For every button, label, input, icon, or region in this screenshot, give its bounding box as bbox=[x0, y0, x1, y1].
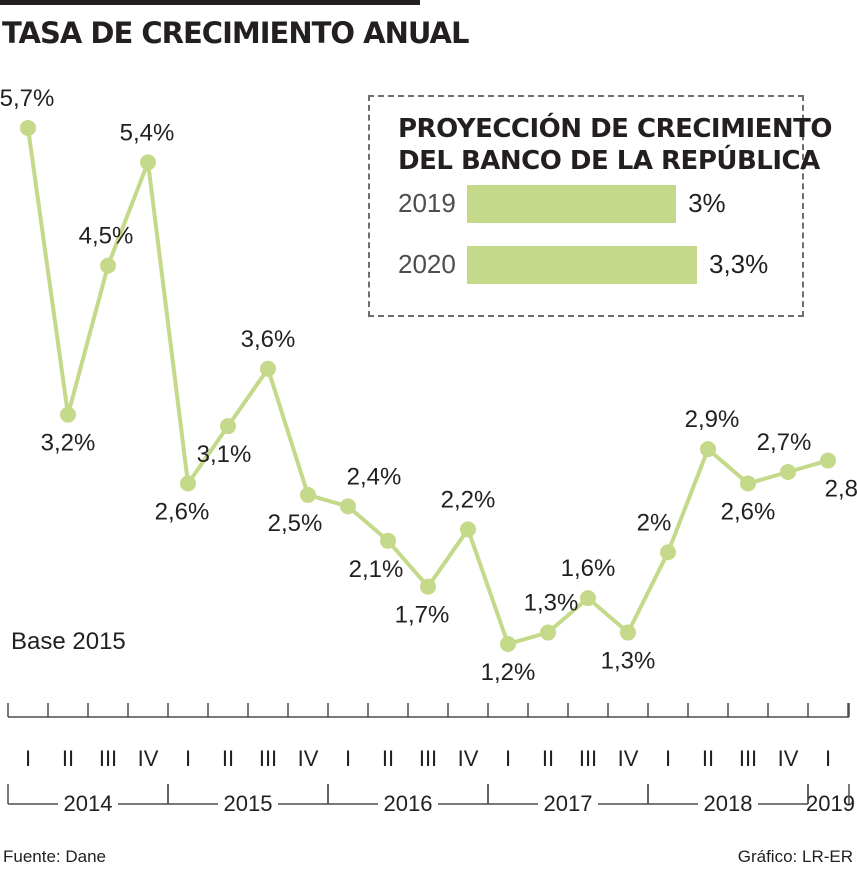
x-tick-label: I bbox=[505, 746, 511, 771]
data-label: 2,4% bbox=[347, 463, 402, 490]
projection-year: 2019 bbox=[398, 188, 456, 218]
projection-year: 2020 bbox=[398, 249, 456, 279]
x-tick-label: II bbox=[542, 746, 554, 771]
data-point bbox=[660, 544, 676, 561]
year-label: 2017 bbox=[544, 791, 593, 816]
x-tick-label: IV bbox=[298, 746, 319, 771]
year-label: 2018 bbox=[704, 791, 753, 816]
data-label: 3,6% bbox=[241, 326, 296, 353]
projection-title-line1: PROYECCIÓN DE CRECIMIENTO bbox=[398, 114, 833, 144]
data-label: 5,7% bbox=[0, 85, 54, 112]
data-label: 5,4% bbox=[120, 119, 175, 146]
data-point bbox=[500, 636, 516, 652]
data-point bbox=[820, 452, 836, 469]
year-label: 2015 bbox=[224, 791, 273, 816]
data-label: 2% bbox=[637, 509, 672, 536]
projection-bar bbox=[467, 246, 697, 284]
data-point bbox=[620, 624, 636, 641]
data-label: 3,1% bbox=[197, 441, 252, 468]
x-tick-label: II bbox=[702, 746, 714, 771]
data-label: 1,2% bbox=[481, 659, 536, 686]
data-point bbox=[20, 120, 36, 136]
data-label: 2,8% bbox=[825, 476, 857, 503]
credit-note: Gráfico: LR-ER bbox=[737, 847, 853, 866]
x-tick-label: IV bbox=[138, 746, 159, 771]
x-tick-label: I bbox=[25, 746, 31, 771]
year-label: 2016 bbox=[384, 791, 433, 816]
x-tick-label: III bbox=[579, 746, 597, 771]
projection-title: PROYECCIÓN DE CRECIMIENTO DEL BANCO DE L… bbox=[398, 113, 833, 177]
projection-bar bbox=[467, 185, 677, 223]
x-tick-label: I bbox=[665, 746, 671, 771]
series-points-layer bbox=[20, 120, 836, 652]
data-point bbox=[180, 475, 196, 492]
data-label: 1,3% bbox=[524, 590, 579, 617]
data-label: 1,3% bbox=[601, 648, 656, 675]
year-label: 2019 bbox=[806, 791, 855, 816]
x-tick-label: II bbox=[382, 746, 394, 771]
base-note: Base 2015 bbox=[11, 628, 126, 655]
x-tick-label: I bbox=[825, 746, 831, 771]
x-tick-label: III bbox=[259, 746, 277, 771]
projection-row-2019: 2019 3% bbox=[370, 185, 802, 225]
data-point bbox=[580, 590, 596, 607]
data-point bbox=[260, 360, 276, 377]
data-point bbox=[740, 475, 756, 492]
x-tick-label: I bbox=[185, 746, 191, 771]
x-tick-label: IV bbox=[458, 746, 479, 771]
x-tick-label: I bbox=[345, 746, 351, 771]
x-tick-label: IV bbox=[618, 746, 639, 771]
data-label: 3,2% bbox=[41, 430, 96, 457]
x-axis: I II III IV I II III IV I II III IV I II III IV I II III IV… bbox=[7, 703, 855, 816]
projection-value: 3,3% bbox=[709, 249, 769, 279]
x-tick-label: III bbox=[419, 746, 437, 771]
data-label: 2,1% bbox=[349, 556, 404, 583]
x-tick-label: II bbox=[62, 746, 74, 771]
data-labels-layer: 5,7% 3,2% 4,5% 5,4% 2,6% 3,1% 3,6% 2,5% 2,4% 2,1%… bbox=[0, 85, 857, 686]
data-point bbox=[340, 498, 356, 515]
x-tick-label: IV bbox=[778, 746, 799, 771]
data-label: 2,7% bbox=[757, 429, 812, 456]
data-label: 4,5% bbox=[79, 223, 134, 250]
projection-row-2020: 2020 3,3% bbox=[370, 246, 802, 286]
data-label: 1,7% bbox=[395, 602, 450, 629]
data-point bbox=[100, 257, 116, 274]
data-point bbox=[700, 441, 716, 458]
data-point bbox=[540, 624, 556, 641]
data-point bbox=[60, 406, 76, 423]
projection-value: 3% bbox=[688, 188, 726, 218]
data-point bbox=[140, 154, 156, 171]
data-point bbox=[300, 486, 316, 503]
projection-box: PROYECCIÓN DE CRECIMIENTO DEL BANCO DE L… bbox=[368, 95, 833, 317]
data-label: 2,6% bbox=[721, 498, 776, 525]
data-point bbox=[420, 578, 436, 595]
source-note: Fuente: Dane bbox=[3, 847, 107, 866]
data-point bbox=[380, 532, 396, 549]
data-label: 2,5% bbox=[268, 510, 323, 537]
x-tick-label: II bbox=[222, 746, 234, 771]
year-label: 2014 bbox=[64, 791, 113, 816]
data-label: 2,9% bbox=[685, 406, 740, 433]
data-label: 2,2% bbox=[441, 486, 496, 513]
x-tick-label: III bbox=[739, 746, 757, 771]
x-tick-label: III bbox=[99, 746, 117, 771]
chart-title: TASA DE CRECIMIENTO ANUAL bbox=[2, 16, 469, 50]
data-label: 2,6% bbox=[155, 498, 210, 525]
data-point bbox=[780, 464, 796, 480]
data-point bbox=[460, 521, 476, 538]
projection-title-line2: DEL BANCO DE LA REPÚBLICA bbox=[398, 146, 820, 176]
data-label: 1,6% bbox=[561, 555, 616, 582]
data-point bbox=[220, 418, 236, 435]
title-accent-bar bbox=[0, 0, 420, 5]
